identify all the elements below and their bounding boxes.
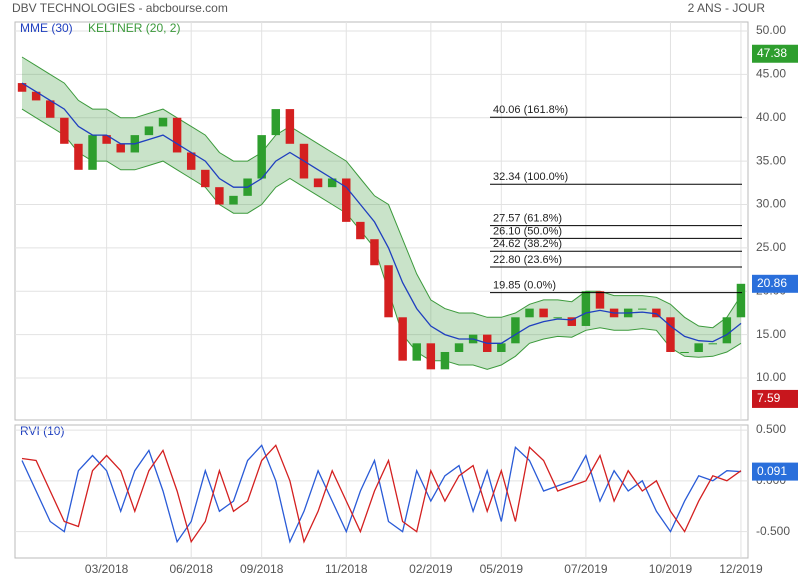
candle xyxy=(384,265,393,318)
price-tag-label: 7.59 xyxy=(757,391,781,405)
x-tick-label: 03/2018 xyxy=(85,562,129,576)
candle xyxy=(172,117,182,153)
chart-title: DBV TECHNOLOGIES - abcbourse.com xyxy=(12,1,228,15)
candle xyxy=(440,351,450,370)
x-tick-label: 12/2019 xyxy=(719,562,763,576)
y-tick-label: 45.00 xyxy=(756,67,786,81)
candle xyxy=(356,221,365,240)
candle xyxy=(497,343,506,352)
candle xyxy=(60,117,69,144)
price-tag xyxy=(752,274,798,293)
candle xyxy=(31,91,41,101)
keltner-band xyxy=(22,57,741,370)
candle xyxy=(144,126,154,136)
legend-entry: MME (30) xyxy=(20,21,73,35)
x-tick-label: 11/2018 xyxy=(325,562,368,576)
x-tick-label: 09/2018 xyxy=(240,562,284,576)
candle xyxy=(271,109,281,136)
candle xyxy=(158,117,168,127)
candle xyxy=(186,152,196,170)
y-tick-label: -0.500 xyxy=(756,524,790,538)
period: 2 ANS - JOUR xyxy=(688,1,766,15)
candle xyxy=(215,187,224,205)
candle xyxy=(116,143,125,153)
x-tick-label: 02/2019 xyxy=(409,562,453,576)
fib-label: 32.34 (100.0%) xyxy=(493,171,568,183)
keltner-upper xyxy=(21,56,742,329)
candle xyxy=(511,317,520,344)
fib-label: 19.85 (0.0%) xyxy=(493,279,556,291)
price-tag xyxy=(752,389,798,408)
mme-line xyxy=(21,82,742,344)
y-tick-label: 10.00 xyxy=(756,370,786,384)
y-tick-label: 0.500 xyxy=(756,422,786,436)
candle xyxy=(398,317,407,361)
price-panel xyxy=(14,21,749,421)
candle xyxy=(722,317,732,344)
candle xyxy=(257,135,266,179)
candle xyxy=(201,169,210,188)
candle xyxy=(567,317,577,326)
candle xyxy=(539,308,548,318)
candle xyxy=(680,351,689,353)
candle xyxy=(736,283,746,318)
x-tick-label: 10/2019 xyxy=(649,562,693,576)
candle xyxy=(553,317,562,319)
rvi-line xyxy=(21,444,742,544)
candle xyxy=(525,308,534,318)
candle xyxy=(638,308,647,310)
candle xyxy=(327,178,337,188)
keltner-lower xyxy=(21,108,742,370)
candle xyxy=(88,135,97,170)
fib-label: 22.80 (23.6%) xyxy=(493,254,562,266)
rvi-title: RVI (10) xyxy=(20,424,64,438)
candle xyxy=(595,291,605,309)
price-tag xyxy=(752,44,798,63)
value-tag-label: 0.091 xyxy=(757,464,787,478)
candle xyxy=(454,343,464,352)
candle xyxy=(313,178,323,188)
candle xyxy=(581,291,591,326)
candle xyxy=(694,343,703,352)
x-tick-label: 06/2018 xyxy=(170,562,214,576)
price-tag-label: 47.38 xyxy=(757,46,787,60)
candle xyxy=(370,239,379,266)
value-tag xyxy=(752,462,798,481)
candle xyxy=(426,343,436,370)
y-tick-label: 25.00 xyxy=(756,240,786,254)
candle xyxy=(17,83,27,92)
fib-label: 27.57 (61.8%) xyxy=(493,213,562,225)
candle xyxy=(102,135,111,144)
y-tick-label: 15.00 xyxy=(756,327,786,341)
candle xyxy=(412,343,421,361)
candle xyxy=(46,100,55,118)
legend-entry: KELTNER (20, 2) xyxy=(88,21,180,35)
fib-label: 24.62 (38.2%) xyxy=(493,238,562,250)
fib-label: 40.06 (161.8%) xyxy=(493,104,568,116)
candle xyxy=(229,195,238,205)
candle xyxy=(666,317,675,352)
candle xyxy=(342,178,351,222)
y-tick-label: 40.00 xyxy=(756,110,786,124)
y-tick-label: 50.00 xyxy=(756,23,786,37)
candle xyxy=(285,109,295,144)
x-tick-label: 07/2019 xyxy=(564,562,608,576)
fib-label: 26.10 (50.0%) xyxy=(493,225,562,237)
candle xyxy=(74,143,83,170)
y-tick-label: 35.00 xyxy=(756,153,786,167)
y-tick-label: 30.00 xyxy=(756,197,786,211)
price-tag-label: 20.86 xyxy=(757,276,787,290)
rvi-panel xyxy=(14,424,749,559)
rvi-line xyxy=(21,444,742,544)
x-tick-label: 05/2019 xyxy=(480,562,524,576)
candle xyxy=(652,308,661,318)
candle xyxy=(708,343,717,345)
